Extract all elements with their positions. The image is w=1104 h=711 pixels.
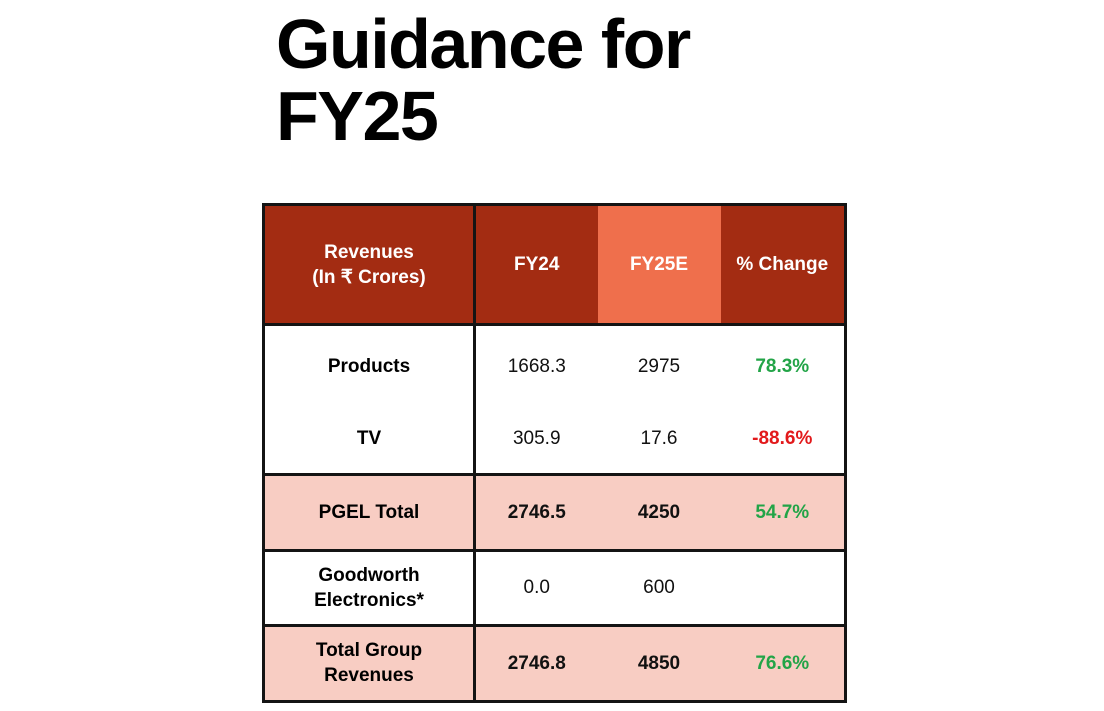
fy25e-value: 4850 [597,623,721,702]
table-row-products: Products 1668.3 2975 78.3% [263,324,846,403]
change-value: 76.6% [720,623,846,702]
fy25e-value: 17.6 [597,402,721,475]
fy25e-value: 4250 [597,473,721,551]
fy24-value: 1668.3 [474,324,598,403]
fy25e-value: 600 [597,548,721,626]
fy24-value: 2746.8 [474,623,598,702]
header-revenues-label: Revenues [324,241,414,263]
fy24-value: 2746.5 [474,473,598,551]
table-header-row: Revenues (In ₹ Crores) FY24 FY25E % Chan… [263,204,846,326]
header-revenues: Revenues (In ₹ Crores) [263,204,476,326]
header-fy25e: FY25E [597,204,721,326]
row-label-line-2: Electronics* [314,589,424,611]
revenue-guidance-table: Revenues (In ₹ Crores) FY24 FY25E % Chan… [262,203,847,703]
change-value: 54.7% [720,473,846,551]
title-line-1: Guidance for [276,5,691,83]
header-fy24: FY24 [474,204,598,326]
fy25e-value: 2975 [597,324,721,403]
change-value: -88.6% [720,402,846,475]
row-label-line-2: Revenues [324,665,414,687]
fy24-value: 0.0 [474,548,598,626]
row-label-line-1: Total Group [315,640,423,662]
header-change: % Change [720,204,846,326]
row-label: TV [263,402,476,475]
change-value: 78.3% [720,324,846,403]
page-title: Guidance for FY25 [276,5,691,155]
row-label: Products [263,324,476,403]
change-value [720,548,846,626]
header-unit-label: (In ₹ Crores) [312,266,426,288]
table-row-total-group-revenues: Total Group Revenues 2746.8 4850 76.6% [263,623,846,702]
row-label: Goodworth Electronics* [263,548,476,626]
table-row-tv: TV 305.9 17.6 -88.6% [263,402,846,475]
row-label: Total Group Revenues [263,623,476,702]
table-row-pgel-total: PGEL Total 2746.5 4250 54.7% [263,473,846,551]
fy24-value: 305.9 [474,402,598,475]
row-label: PGEL Total [263,473,476,551]
row-label-line-1: Goodworth [318,564,420,586]
title-line-2: FY25 [276,77,439,155]
table-row-goodworth-electronics: Goodworth Electronics* 0.0 600 [263,548,846,626]
